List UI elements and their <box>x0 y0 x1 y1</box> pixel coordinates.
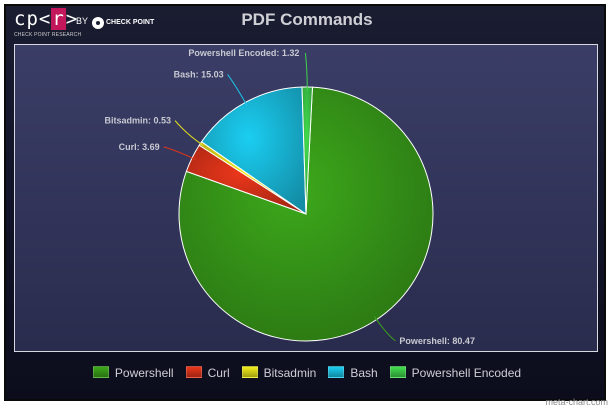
chart-title: PDF Commands <box>241 10 373 29</box>
legend-swatch <box>241 366 258 378</box>
legend-label: Bash <box>350 366 378 380</box>
cpr-wordmark: cp<r> <box>14 8 78 30</box>
checkpoint-icon <box>92 16 104 29</box>
pie-chart: Powershell: 80.47 Curl: 3.69 Bitsadmin: 0.… <box>105 48 475 346</box>
legend-item-bitsadmin[interactable]: Bitsadmin <box>241 366 317 380</box>
legend-label: Powershell <box>114 366 174 380</box>
checkpoint-brand: CHECK POINT <box>92 14 155 29</box>
checkpoint-label: CHECK POINT <box>106 19 155 27</box>
legend-item-powershell[interactable]: Powershell <box>92 366 174 380</box>
legend-swatch <box>328 366 345 378</box>
cpr-suffix: > <box>65 8 79 30</box>
legend-label: Bitsadmin <box>263 366 317 380</box>
data-label-curl: Curl: 3.69 <box>119 142 160 152</box>
data-label-powershell: Powershell: 80.47 <box>399 336 475 346</box>
leader-line-bitsadmin <box>174 120 204 147</box>
cpr-subtitle: CHECK POINT RESEARCH <box>14 32 82 38</box>
plot-area: Powershell: 80.47 Curl: 3.69 Bitsadmin: 0.… <box>14 44 598 352</box>
legend: Powershell Curl Bitsadmin Bash Powershell En… <box>0 366 614 380</box>
legend-item-bash[interactable]: Bash <box>328 366 378 380</box>
data-label-bitsadmin: Bitsadmin: 0.53 <box>105 116 172 126</box>
legend-swatch <box>185 366 202 378</box>
leader-line-curl <box>163 146 196 161</box>
legend-label: Powershell Encoded <box>411 366 522 380</box>
data-label-bash: Bash: 15.03 <box>174 69 224 79</box>
legend-swatch <box>92 366 109 378</box>
leader-line-powershell-encoded <box>304 52 308 92</box>
leader-line-powershell <box>373 316 396 342</box>
data-label-powershell-encoded: Powershell Encoded: 1.32 <box>188 48 299 58</box>
watermark: meta-chart.com <box>545 397 608 407</box>
legend-swatch <box>389 366 406 378</box>
leader-line-bash <box>227 74 248 107</box>
legend-item-powershell-encoded[interactable]: Powershell Encoded <box>389 366 522 380</box>
by-label: BY <box>76 16 89 26</box>
cpr-prefix: cp< <box>14 8 52 30</box>
cpr-r: r <box>51 8 66 30</box>
legend-item-curl[interactable]: Curl <box>185 366 230 380</box>
legend-label: Curl <box>207 366 230 380</box>
